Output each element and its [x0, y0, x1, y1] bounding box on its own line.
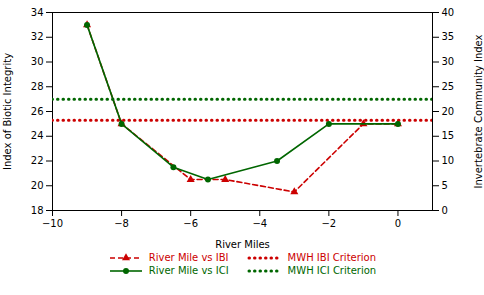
- svg-text:24: 24: [31, 130, 44, 141]
- svg-text:−2: −2: [321, 218, 336, 229]
- svg-text:0: 0: [395, 218, 401, 229]
- html-text:River Mile vs ICI: River Mile vs ICI: [148, 265, 229, 276]
- svg-text:18: 18: [31, 205, 44, 216]
- svg-text:River Miles: River Miles: [215, 239, 270, 250]
- html-text:MWH ICI Criterion: MWH ICI Criterion: [287, 265, 377, 276]
- svg-text:Index of Biotic Integrity: Index of Biotic Integrity: [2, 53, 13, 170]
- svg-text:0: 0: [442, 205, 448, 216]
- svg-text:28: 28: [31, 81, 44, 92]
- svg-text:35: 35: [442, 31, 455, 42]
- svg-text:26: 26: [31, 106, 44, 117]
- svg-text:10: 10: [442, 155, 455, 166]
- svg-text:−10: −10: [42, 218, 63, 229]
- svg-text:−4: −4: [252, 218, 267, 229]
- svg-text:40: 40: [442, 7, 455, 18]
- svg-text:22: 22: [31, 155, 44, 166]
- svg-text:30: 30: [442, 56, 455, 67]
- svg-text:15: 15: [442, 130, 455, 141]
- html-text:River Mile vs IBI: River Mile vs IBI: [148, 252, 229, 263]
- svg-text:34: 34: [31, 7, 44, 18]
- svg-text:25: 25: [442, 81, 455, 92]
- svg-text:−6: −6: [183, 218, 198, 229]
- svg-text:−8: −8: [114, 218, 129, 229]
- svg-text:30: 30: [31, 56, 44, 67]
- svg-text:20: 20: [442, 106, 455, 117]
- svg-text:Invertebrate Community Index: Invertebrate Community Index: [473, 34, 484, 188]
- html-text:MWH IBI Criterion: MWH IBI Criterion: [287, 252, 377, 263]
- svg-text:5: 5: [442, 180, 448, 191]
- svg-text:32: 32: [31, 31, 44, 42]
- svg-text:20: 20: [31, 180, 44, 191]
